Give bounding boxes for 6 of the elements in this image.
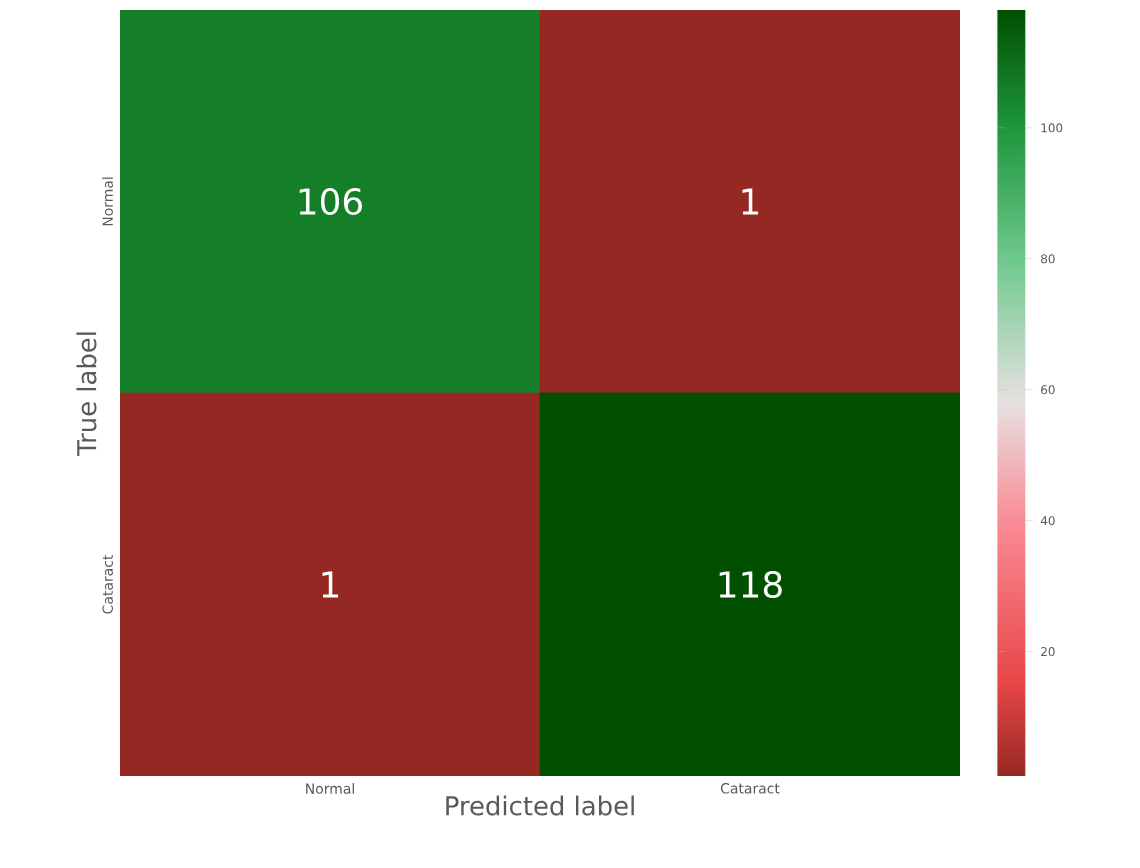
data-label: 118 [719, 570, 782, 599]
x-axis-title: Predicted label [446, 795, 634, 816]
data-label: 1 [322, 571, 339, 598]
data-label: 106 [299, 187, 362, 216]
data-label: 1 [742, 188, 759, 215]
y-axis-title: True label [76, 332, 97, 457]
